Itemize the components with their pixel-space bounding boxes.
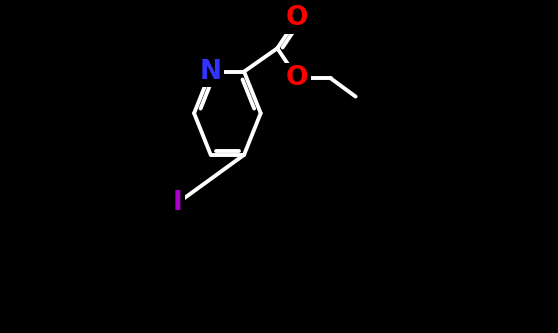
Text: N: N <box>200 59 222 85</box>
Text: O: O <box>286 65 309 91</box>
Text: I: I <box>172 190 182 216</box>
Text: O: O <box>286 5 309 31</box>
